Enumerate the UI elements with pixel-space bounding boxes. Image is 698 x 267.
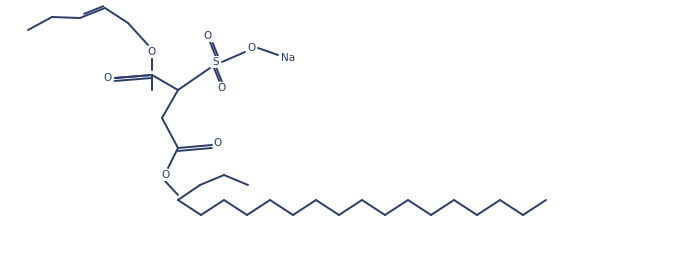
Text: O: O: [247, 43, 255, 53]
Text: S: S: [213, 57, 219, 67]
Text: O: O: [148, 47, 156, 57]
Text: Na: Na: [281, 53, 295, 63]
Text: O: O: [214, 138, 222, 148]
Text: O: O: [104, 73, 112, 83]
Text: O: O: [161, 170, 169, 180]
Text: O: O: [204, 31, 212, 41]
Text: O: O: [218, 83, 226, 93]
